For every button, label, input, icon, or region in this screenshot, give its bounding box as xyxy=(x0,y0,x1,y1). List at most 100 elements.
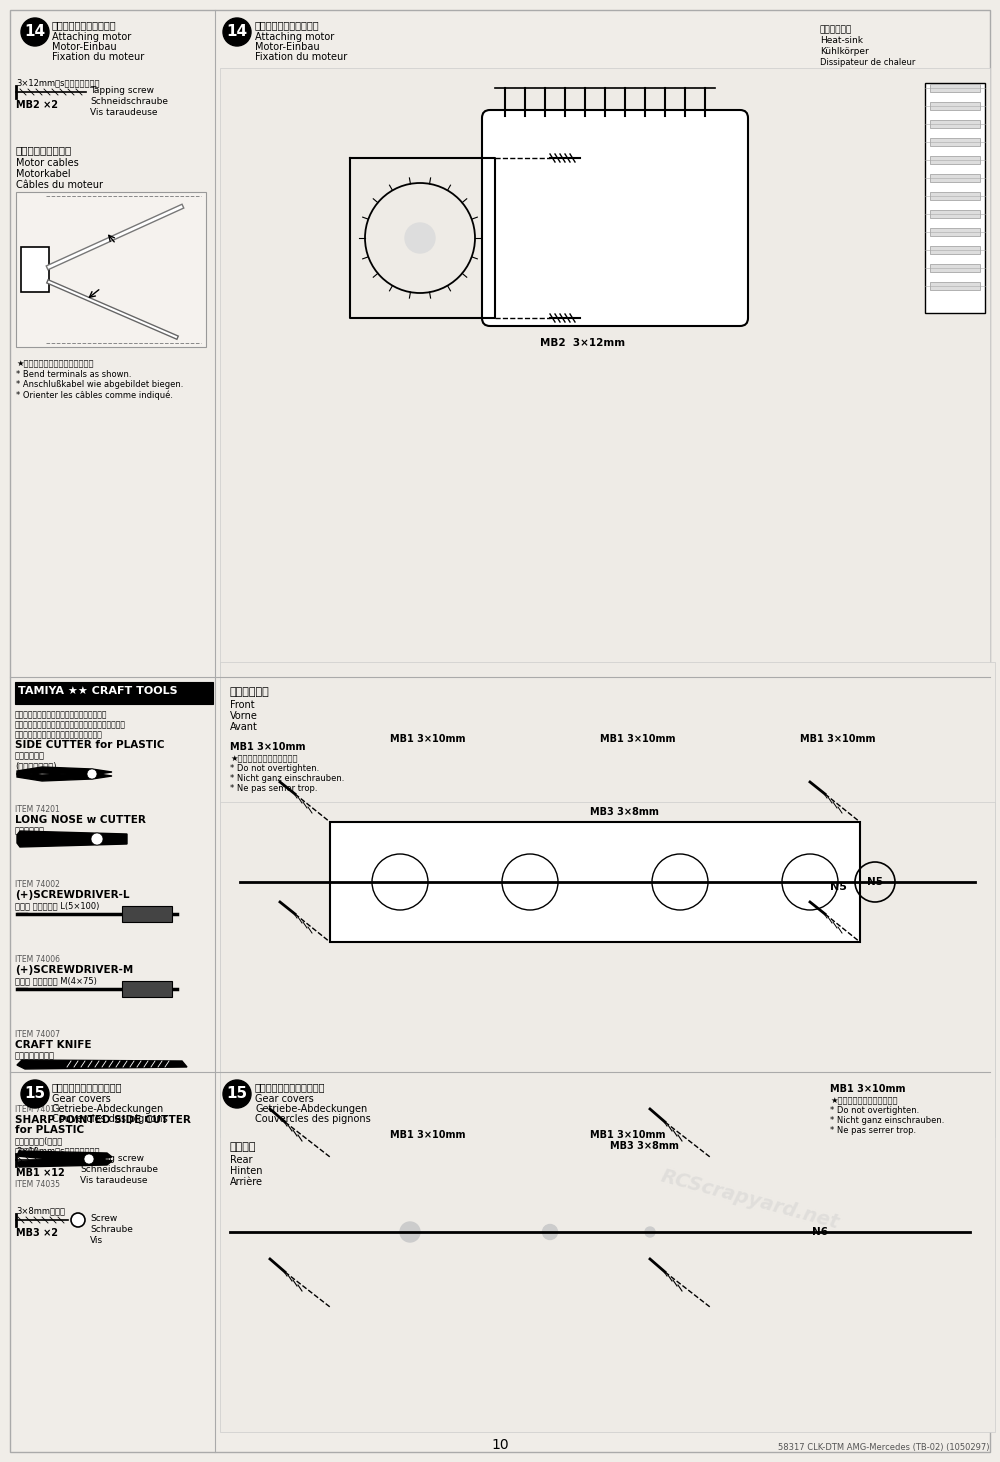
Text: 14: 14 xyxy=(24,25,46,39)
Text: Vis taraudeuse: Vis taraudeuse xyxy=(90,108,158,117)
Circle shape xyxy=(645,1227,655,1237)
Bar xyxy=(930,228,980,235)
Text: 「フロント」: 「フロント」 xyxy=(230,687,270,697)
Text: Rear: Rear xyxy=(230,1155,252,1165)
Text: MB1 3×10mm: MB1 3×10mm xyxy=(390,734,466,744)
Bar xyxy=(21,247,49,292)
Bar xyxy=(930,265,980,272)
Text: 精密ニッパー: 精密ニッパー xyxy=(15,751,45,760)
Text: Motor-Einbau: Motor-Einbau xyxy=(255,42,320,53)
Text: * Ne pas semer trop.: * Ne pas semer trop. xyxy=(230,784,318,792)
Text: 「モーターコード」: 「モーターコード」 xyxy=(16,145,72,155)
Bar xyxy=(930,83,980,92)
Text: * Do not overtighten.: * Do not overtighten. xyxy=(830,1105,919,1116)
Text: ITEM 74201: ITEM 74201 xyxy=(15,806,60,814)
Polygon shape xyxy=(17,1151,112,1161)
Text: RCScrapyard.net: RCScrapyard.net xyxy=(659,1167,841,1232)
Text: Vorne: Vorne xyxy=(230,711,258,721)
Text: Schraube: Schraube xyxy=(90,1225,133,1234)
Text: 尖刃ニッパー(ゲート: 尖刃ニッパー(ゲート xyxy=(15,1136,63,1145)
Bar xyxy=(220,69,990,1061)
Bar xyxy=(930,211,980,218)
Circle shape xyxy=(84,1154,94,1164)
Text: MB3 3×8mm: MB3 3×8mm xyxy=(610,1140,679,1151)
Text: Câbles du moteur: Câbles du moteur xyxy=(16,180,103,190)
Text: CRAFT KNIFE: CRAFT KNIFE xyxy=(15,1039,92,1050)
Polygon shape xyxy=(17,773,112,781)
Text: Motorkabel: Motorkabel xyxy=(16,170,71,178)
Bar xyxy=(930,246,980,254)
Bar xyxy=(930,174,980,181)
FancyBboxPatch shape xyxy=(482,110,748,326)
Circle shape xyxy=(405,224,435,253)
Text: * Bend terminals as shown.: * Bend terminals as shown. xyxy=(16,370,132,379)
Bar xyxy=(15,681,213,705)
Text: Kühlkörper: Kühlkörper xyxy=(820,47,869,56)
Circle shape xyxy=(87,769,97,779)
Bar xyxy=(122,981,172,997)
Text: * Ne pas serrer trop.: * Ne pas serrer trop. xyxy=(830,1126,916,1135)
Bar xyxy=(930,156,980,164)
Polygon shape xyxy=(17,768,112,775)
Text: 10: 10 xyxy=(491,1439,509,1452)
Text: Vis: Vis xyxy=(90,1235,103,1246)
Text: N6: N6 xyxy=(812,1227,828,1237)
Text: ITEM 74035: ITEM 74035 xyxy=(15,1180,60,1189)
Circle shape xyxy=(542,1225,558,1240)
Text: ★締めすぎない様にします。: ★締めすぎない様にします。 xyxy=(230,754,298,763)
Text: 3×10mm皼sタッピングビス: 3×10mm皼sタッピングビス xyxy=(16,1146,100,1155)
Text: 良い工具選びは操作づくりの第一歩。本機を: 良い工具選びは操作づくりの第一歩。本機を xyxy=(15,711,108,719)
Text: Tapping screw: Tapping screw xyxy=(80,1154,144,1162)
Polygon shape xyxy=(17,1156,112,1167)
Text: 「リヤ」: 「リヤ」 xyxy=(230,1142,256,1152)
Text: Schneidschraube: Schneidschraube xyxy=(90,96,168,107)
Circle shape xyxy=(71,1213,85,1227)
Text: Front: Front xyxy=(230,700,255,711)
Text: Motor cables: Motor cables xyxy=(16,158,79,168)
Text: for PLASTIC: for PLASTIC xyxy=(15,1124,84,1135)
Text: * Anschlußkabel wie abgebildet biegen.: * Anschlußkabel wie abgebildet biegen. xyxy=(16,380,183,389)
Text: Motor-Einbau: Motor-Einbau xyxy=(52,42,117,53)
Text: (+)SCREWDRIVER-L: (+)SCREWDRIVER-L xyxy=(15,890,130,901)
Text: Attaching motor: Attaching motor xyxy=(52,32,131,42)
Text: Avant: Avant xyxy=(230,722,258,732)
Text: (プラスチック用): (プラスチック用) xyxy=(15,762,56,770)
Text: 「モーターの取り付け」: 「モーターの取り付け」 xyxy=(52,20,117,31)
Bar xyxy=(930,120,980,129)
Text: ★締めすぎない様にします。: ★締めすぎない様にします。 xyxy=(830,1096,898,1105)
Text: 耐久性も高く、使いやすい高品質な工具。: 耐久性も高く、使いやすい高品質な工具。 xyxy=(15,730,103,738)
Text: MB1 3×10mm: MB1 3×10mm xyxy=(600,734,676,744)
Text: * Orienter les câbles comme indiqué.: * Orienter les câbles comme indiqué. xyxy=(16,390,173,399)
Circle shape xyxy=(223,18,251,45)
Text: N5: N5 xyxy=(830,882,847,892)
Text: * Do not overtighten.: * Do not overtighten. xyxy=(230,765,319,773)
Text: Attaching motor: Attaching motor xyxy=(255,32,334,42)
Circle shape xyxy=(400,1222,420,1243)
Text: 3×12mm皼sタッピングビス: 3×12mm皼sタッピングビス xyxy=(16,77,100,88)
Bar xyxy=(330,822,860,942)
Text: 15: 15 xyxy=(226,1086,248,1101)
Text: Screw: Screw xyxy=(90,1213,117,1224)
Text: * Nicht ganz einschrauben.: * Nicht ganz einschrauben. xyxy=(230,773,344,784)
Text: Vis taraudeuse: Vis taraudeuse xyxy=(80,1175,148,1186)
Text: LONG NOSE w CUTTER: LONG NOSE w CUTTER xyxy=(15,814,146,825)
Text: MB3 3×8mm: MB3 3×8mm xyxy=(590,807,659,817)
Text: TAMIYA ★★ CRAFT TOOLS: TAMIYA ★★ CRAFT TOOLS xyxy=(18,686,178,696)
Text: MB3 ×2: MB3 ×2 xyxy=(16,1228,58,1238)
Text: N5: N5 xyxy=(867,877,883,887)
Text: MB1 3×10mm: MB1 3×10mm xyxy=(590,1130,666,1140)
Text: Tapping screw: Tapping screw xyxy=(90,86,154,95)
Text: プラス ドライバー L(5×100): プラス ドライバー L(5×100) xyxy=(15,901,99,909)
Text: MB1 3×10mm: MB1 3×10mm xyxy=(230,743,306,751)
Polygon shape xyxy=(17,830,127,846)
Text: Schneidschraube: Schneidschraube xyxy=(80,1165,158,1174)
Text: 「ギヤカバーの取り付け」: 「ギヤカバーの取り付け」 xyxy=(52,1082,122,1092)
Text: 58317 CLK-DTM AMG-Mercedes (TB-02) (1050297): 58317 CLK-DTM AMG-Mercedes (TB-02) (1050… xyxy=(778,1443,990,1452)
Bar xyxy=(930,102,980,110)
Text: MB1 3×10mm: MB1 3×10mm xyxy=(390,1130,466,1140)
Text: Arrière: Arrière xyxy=(230,1177,263,1187)
Text: Getriebe-Abdeckungen: Getriebe-Abdeckungen xyxy=(255,1104,367,1114)
Bar xyxy=(122,906,172,923)
Text: MB2  3×12mm: MB2 3×12mm xyxy=(540,338,625,348)
Text: (+)SCREWDRIVER-M: (+)SCREWDRIVER-M xyxy=(15,965,133,975)
